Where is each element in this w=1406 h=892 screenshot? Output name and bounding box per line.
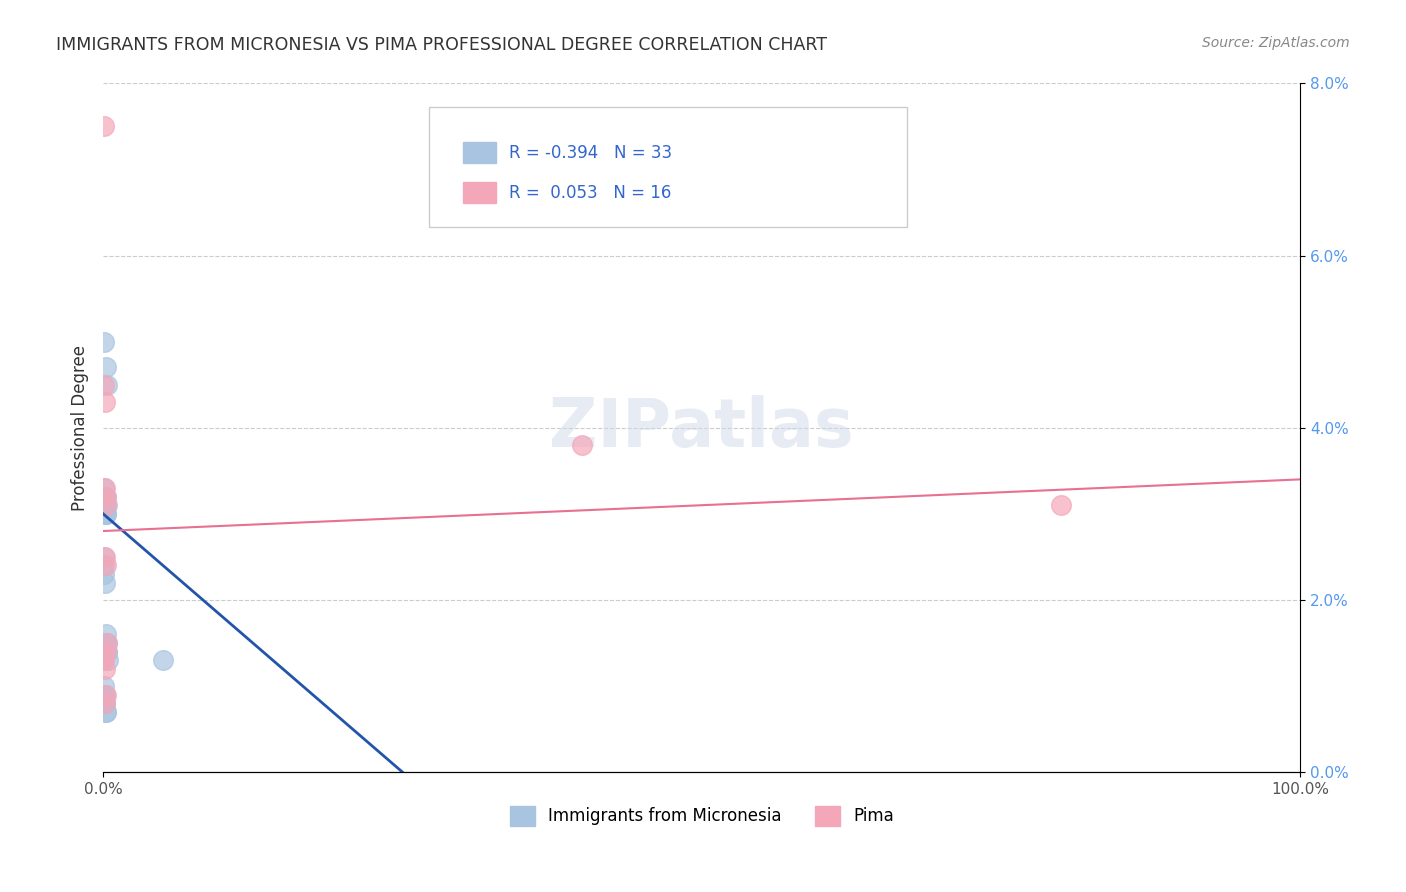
Point	[94, 705, 117, 719]
Point	[93, 688, 115, 702]
Point	[94, 662, 117, 676]
Point	[96, 498, 118, 512]
Point	[94, 627, 117, 641]
Point	[93, 377, 115, 392]
Text: R = -0.394   N = 33: R = -0.394 N = 33	[509, 144, 672, 161]
Point	[94, 696, 117, 710]
Point	[1049, 498, 1071, 512]
Point	[94, 688, 117, 702]
Point	[93, 549, 115, 564]
Point	[93, 575, 115, 590]
Point	[96, 636, 118, 650]
Point	[97, 653, 120, 667]
Point	[94, 490, 117, 504]
Point	[93, 653, 115, 667]
Point	[93, 481, 115, 495]
Point	[96, 644, 118, 658]
Point	[94, 549, 117, 564]
Point	[94, 490, 117, 504]
Point	[94, 688, 117, 702]
Point	[93, 567, 115, 582]
Point	[93, 653, 115, 667]
Point	[93, 498, 115, 512]
Point	[94, 507, 117, 521]
Point	[96, 377, 118, 392]
Text: Source: ZipAtlas.com: Source: ZipAtlas.com	[1202, 36, 1350, 50]
Point	[94, 696, 117, 710]
Point	[93, 395, 115, 409]
Text: IMMIGRANTS FROM MICRONESIA VS PIMA PROFESSIONAL DEGREE CORRELATION CHART: IMMIGRANTS FROM MICRONESIA VS PIMA PROFE…	[56, 36, 827, 54]
Point	[94, 644, 117, 658]
Point	[94, 696, 117, 710]
Point	[571, 438, 593, 452]
Point	[93, 490, 115, 504]
Point	[96, 498, 118, 512]
Point	[93, 688, 115, 702]
Y-axis label: Professional Degree: Professional Degree	[72, 344, 89, 511]
Text: R =  0.053   N = 16: R = 0.053 N = 16	[509, 184, 671, 202]
Point	[94, 558, 117, 573]
Point	[96, 490, 118, 504]
Point	[94, 360, 117, 375]
Point	[93, 120, 115, 134]
Point	[93, 679, 115, 693]
Point	[94, 507, 117, 521]
Point	[96, 644, 118, 658]
Point	[94, 507, 117, 521]
Text: ZIPatlas: ZIPatlas	[550, 395, 853, 461]
Point	[152, 653, 174, 667]
Legend: Immigrants from Micronesia, Pima: Immigrants from Micronesia, Pima	[503, 799, 900, 832]
Point	[94, 481, 117, 495]
Point	[94, 705, 117, 719]
Point	[94, 636, 117, 650]
Point	[93, 558, 115, 573]
Point	[96, 636, 118, 650]
Point	[94, 636, 117, 650]
Point	[93, 334, 115, 349]
